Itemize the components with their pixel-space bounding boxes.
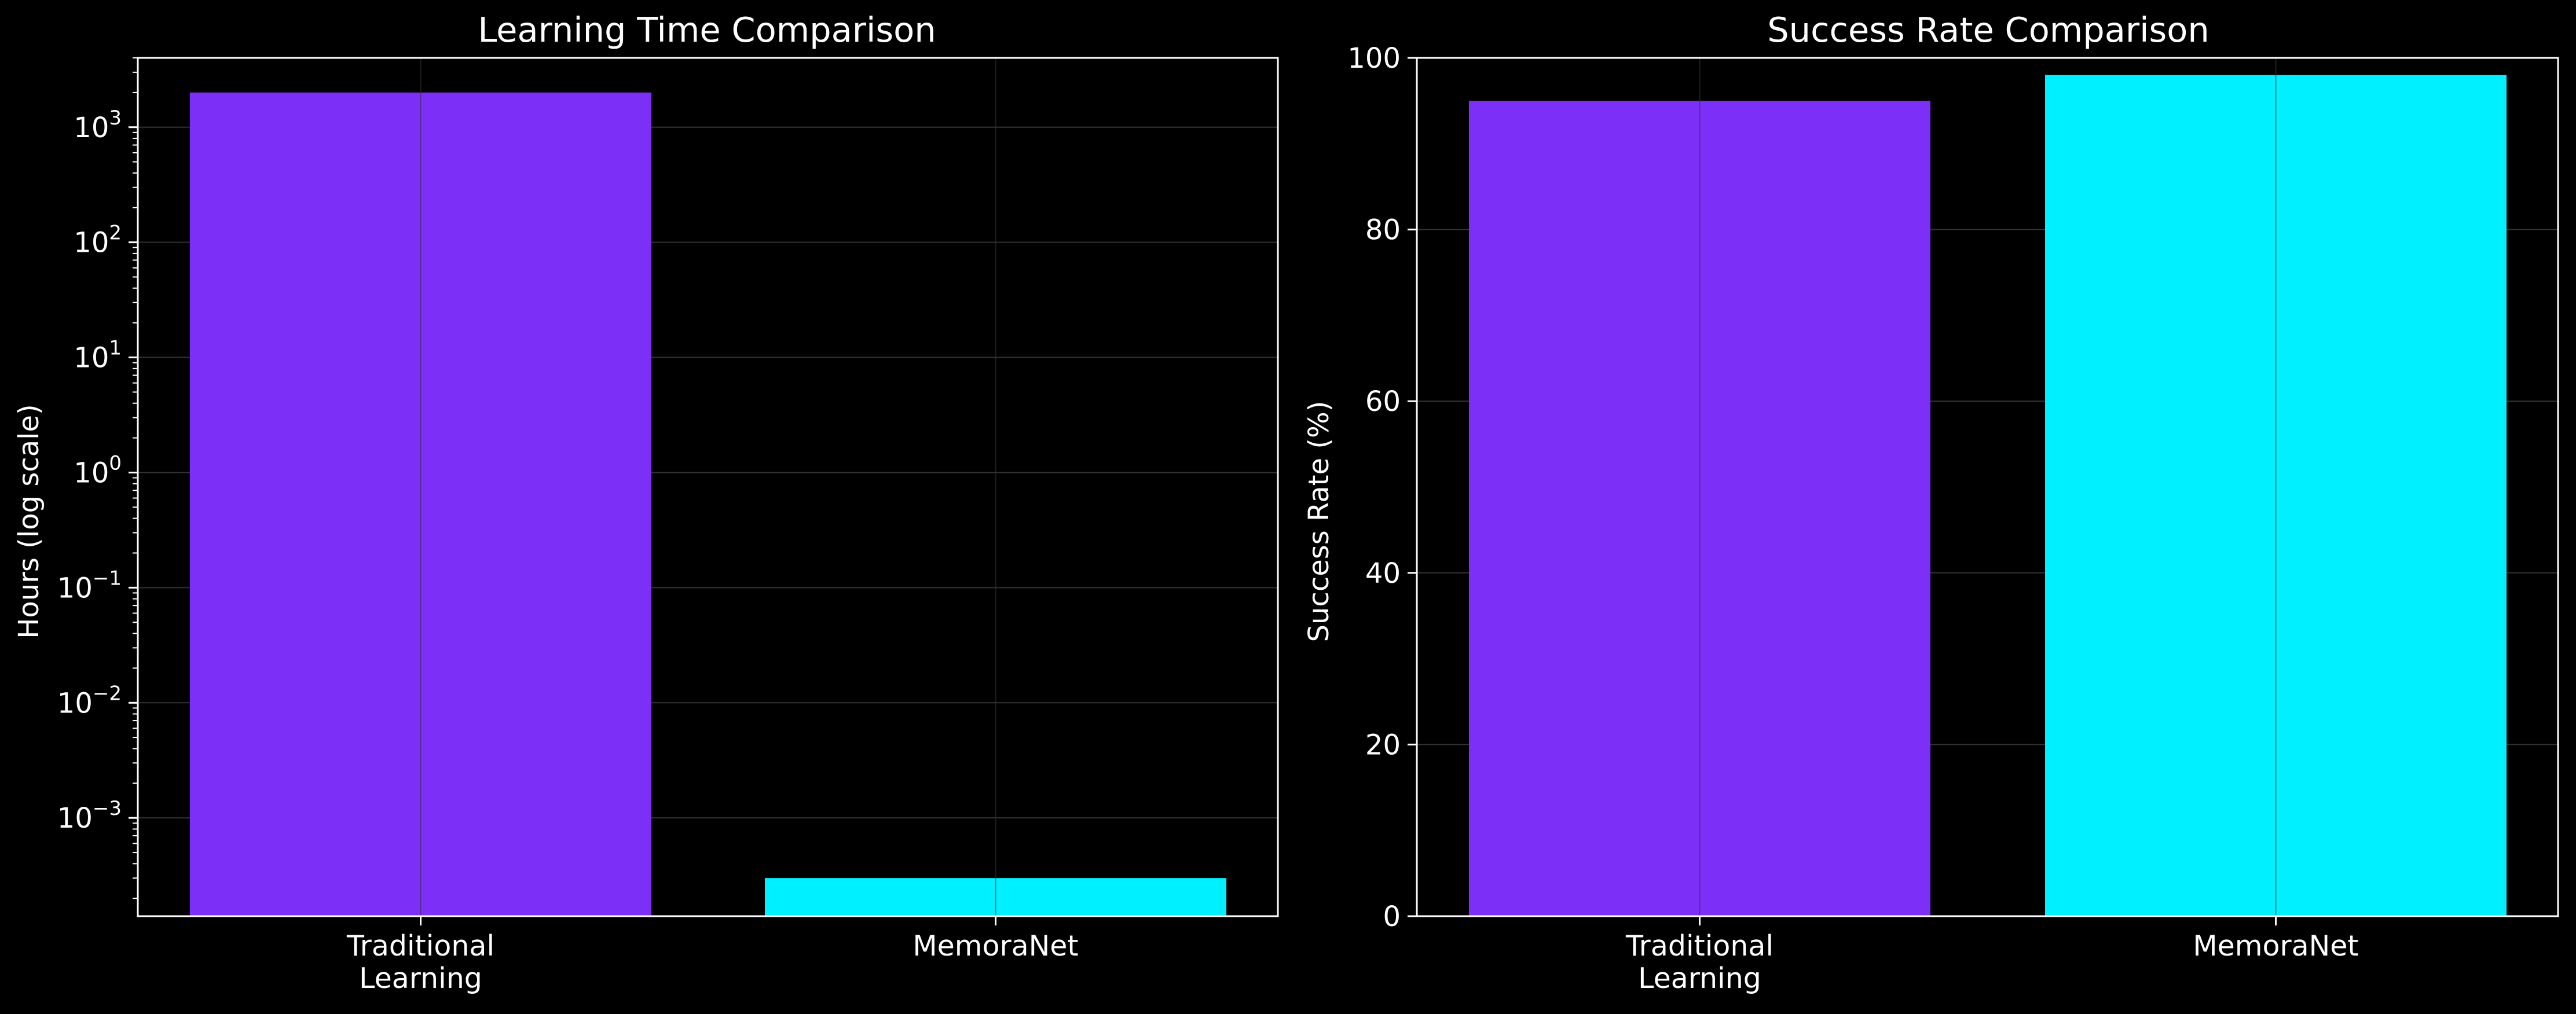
x-tick-label: Learning	[359, 962, 482, 995]
y-axis-label: Success Rate (%)	[1303, 401, 1335, 642]
y-tick-label: 100	[1347, 42, 1401, 75]
y-ticks: 10−3 10−2 10−1 100 101 102 103	[57, 57, 138, 899]
x-tick-label: MemoraNet	[913, 930, 1078, 962]
plot-frame	[137, 57, 1279, 917]
y-tick-label: 80	[1365, 214, 1401, 247]
learning-time-chart: Learning Time Comparison Hours (log scal…	[13, 10, 1279, 995]
y-axis-label: Hours (log scale)	[13, 404, 45, 638]
chart-title: Success Rate Comparison	[1767, 10, 2209, 50]
plot-frame	[1416, 57, 2559, 917]
x-tick-label: MemoraNet	[2193, 930, 2358, 962]
bars	[1469, 58, 2507, 916]
chart-title: Learning Time Comparison	[478, 10, 936, 50]
y-tick-label: 100	[74, 451, 122, 489]
y-tick-label: 0	[1383, 901, 1401, 933]
y-tick-label: 10−1	[57, 567, 122, 604]
x-tick-label: Traditional	[1625, 930, 1773, 962]
y-tick-label: 10−3	[57, 797, 122, 835]
y-tick-label: 20	[1365, 729, 1401, 761]
y-tick-label: 102	[74, 222, 122, 259]
success-rate-chart: Success Rate Comparison Success Rate (%)…	[1303, 10, 2559, 995]
y-tick-label: 10−2	[57, 682, 122, 719]
bars	[190, 58, 1226, 916]
x-tick-label: Learning	[1638, 962, 1761, 995]
y-tick-label: 103	[74, 106, 122, 144]
y-ticks: 0 20 40 60 80 100	[1347, 42, 1417, 933]
x-tick-label: Traditional	[346, 930, 494, 962]
y-tick-label: 101	[74, 337, 122, 374]
y-tick-label: 40	[1365, 557, 1401, 590]
y-tick-label: 60	[1365, 385, 1401, 418]
